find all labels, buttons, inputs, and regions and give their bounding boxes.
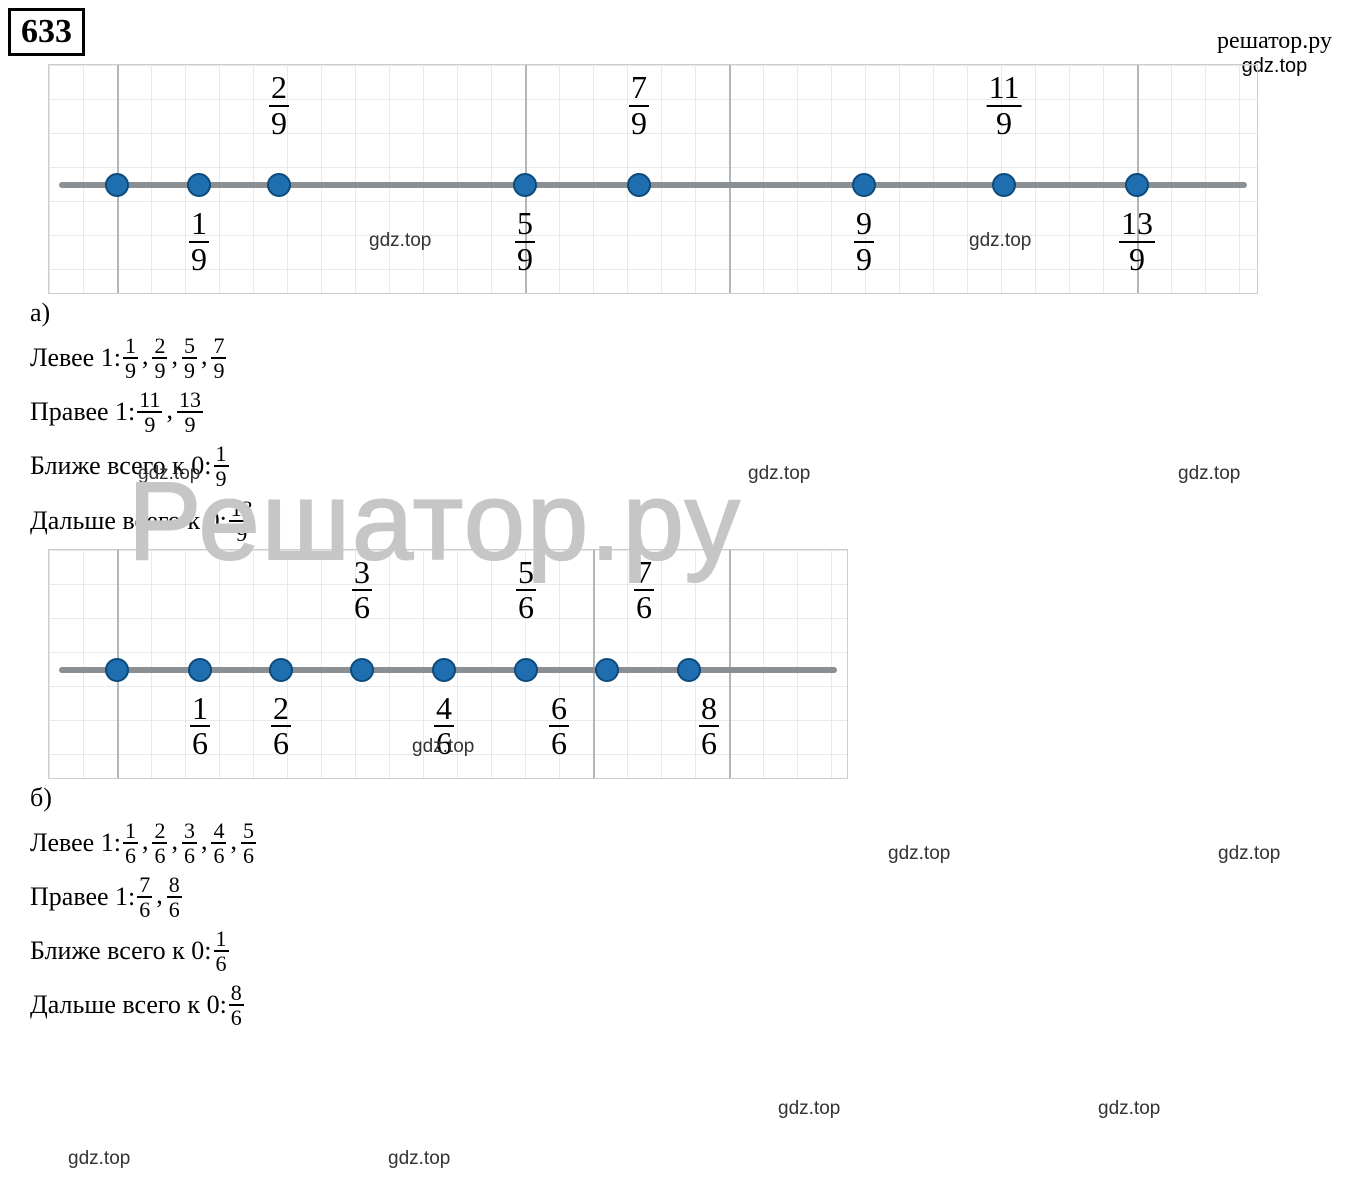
number-line-a: 29 79 119 19 59 99 139 gdz.top gdz.top [48,64,1258,294]
left-label-b: Левее 1: [30,828,121,858]
watermark-text: gdz.top [888,843,950,865]
watermark-logo: Решатор.ру [128,458,742,585]
fraction: 86 [229,981,244,1029]
fraction: 16 [190,692,210,761]
fraction: 139 [1119,207,1155,276]
watermark-text: gdz.top [1218,843,1280,865]
watermark-text: gdz.top [778,1098,840,1120]
axis-label-bottom: 66 [549,692,569,761]
axis-label-top: 119 [987,71,1022,140]
fraction: 119 [987,71,1022,140]
fraction: 79 [211,334,226,382]
plot-point [627,173,651,197]
farthest-label-b: Дальше всего к 0: [30,990,227,1020]
fraction: 99 [854,207,874,276]
watermark-text: gdz.top [748,463,810,485]
plot-point [595,658,619,682]
part-b-left: Левее 1: 16,26,36,46,56 [30,819,1352,867]
brand-site-1: решатор.ру [1217,28,1332,55]
page-root: 633 решатор.ру gdz.top 29 79 119 19 59 99 139 g… [8,8,1352,1030]
plot-point [513,173,537,197]
right-label-a: Правее 1: [30,397,135,427]
axis-label-bottom: 26 [271,692,291,761]
part-a-label: а) [30,298,1352,328]
axis-label-bottom: 99 [854,207,874,276]
watermark-text: gdz.top [969,230,1031,252]
watermark-text: gdz.top [388,1148,450,1170]
separator: , [138,341,153,370]
separator: , [152,880,167,909]
fraction: 119 [137,388,162,436]
axis-label-top: 29 [269,71,289,140]
fraction: 66 [549,692,569,761]
axis-label-bottom: 86 [699,692,719,761]
fraction: 19 [123,334,138,382]
watermark-text: gdz.top [412,736,474,758]
plot-point [105,173,129,197]
plot-point [267,173,291,197]
part-b-label: б) [30,783,1352,813]
axis-label-bottom: 139 [1119,207,1155,276]
axis-label-top: 79 [629,71,649,140]
fraction: 76 [137,873,152,921]
watermark-text: gdz.top [68,1148,130,1170]
fraction: 139 [177,388,203,436]
fraction: 19 [189,207,209,276]
plot-point [188,658,212,682]
fraction: 16 [214,927,229,975]
plot-point [350,658,374,682]
axis-label-bottom: 59 [515,207,535,276]
separator: , [197,341,212,370]
plot-point [105,658,129,682]
watermark-text: gdz.top [1098,1098,1160,1120]
separator: , [162,395,177,424]
fraction: 26 [271,692,291,761]
part-b-closest: Ближе всего к 0: 16 [30,927,1352,975]
part-a-left: Левее 1: 19,29,59,79 [30,334,1352,382]
separator: , [167,341,182,370]
plot-point [1125,173,1149,197]
part-a-right: Правее 1: 119,139 [30,388,1352,436]
axis-line [59,182,1247,188]
watermark-text: gdz.top [369,230,431,252]
fraction: 59 [182,334,197,382]
vertical-gridline [729,65,731,293]
closest-label-b: Ближе всего к 0: [30,936,212,966]
axis-label-bottom: 16 [190,692,210,761]
fraction: 46 [211,819,226,867]
left-label-a: Левее 1: [30,343,121,373]
fraction: 79 [629,71,649,140]
plot-point [269,658,293,682]
fraction: 29 [269,71,289,140]
plot-point [852,173,876,197]
separator: , [197,826,212,855]
fraction: 26 [152,819,167,867]
fraction: 56 [241,819,256,867]
plot-point [432,658,456,682]
watermark-text: gdz.top [1178,463,1240,485]
part-b-farthest: Дальше всего к 0: 86 [30,981,1352,1029]
problem-number: 633 [8,8,85,56]
fraction: 86 [167,873,182,921]
part-b-right: Правее 1: 76,86 [30,873,1352,921]
separator: , [138,826,153,855]
plot-point [187,173,211,197]
axis-label-bottom: 19 [189,207,209,276]
separator: , [167,826,182,855]
fraction: 29 [152,334,167,382]
right-label-b: Правее 1: [30,882,135,912]
fraction: 59 [515,207,535,276]
plot-point [514,658,538,682]
fraction: 16 [123,819,138,867]
plot-point [677,658,701,682]
fraction: 36 [182,819,197,867]
plot-point [992,173,1016,197]
separator: , [226,826,241,855]
fraction: 86 [699,692,719,761]
